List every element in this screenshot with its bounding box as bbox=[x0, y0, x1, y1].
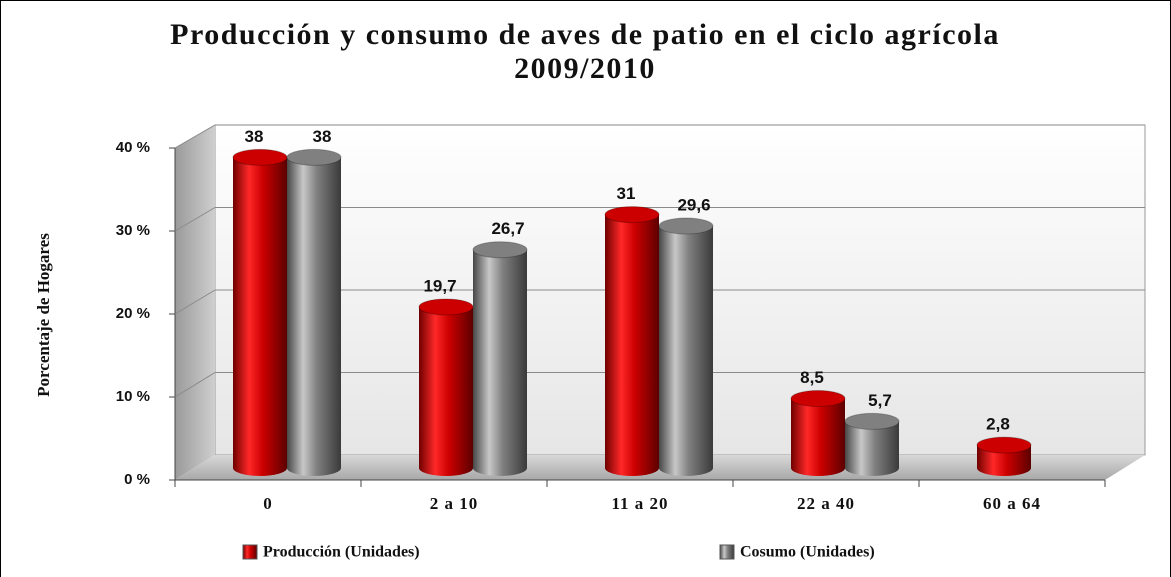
y-axis-label: Porcentaje de Hogares bbox=[34, 233, 53, 397]
bar-top bbox=[286, 148, 342, 166]
data-label: 38 bbox=[313, 127, 332, 146]
chart-title: Producción y consumo de aves de patio en… bbox=[170, 18, 1000, 85]
legend-label: Producción (Unidades) bbox=[263, 544, 420, 561]
y-tick-label: 10 % bbox=[116, 388, 150, 405]
data-label: 5,7 bbox=[868, 391, 892, 410]
data-label: 26,7 bbox=[491, 219, 524, 238]
bar-top bbox=[232, 148, 288, 166]
bar-top bbox=[604, 206, 660, 224]
x-tick-label: 22 a 40 bbox=[797, 494, 855, 513]
grid-line bbox=[174, 289, 216, 315]
data-label: 8,5 bbox=[800, 368, 824, 387]
bar bbox=[659, 226, 713, 468]
grid-line bbox=[174, 207, 216, 232]
bar-top bbox=[976, 436, 1032, 454]
bar bbox=[233, 157, 287, 468]
bar bbox=[419, 306, 473, 468]
y-tick-label: 30 % bbox=[116, 222, 150, 239]
grid-line bbox=[174, 372, 216, 398]
bar bbox=[605, 214, 659, 468]
legend-label: Cosumo (Unidades) bbox=[740, 544, 875, 561]
data-label: 29,6 bbox=[677, 196, 710, 215]
x-tick-label: 0 bbox=[263, 494, 273, 513]
y-tick-label: 0 % bbox=[124, 471, 150, 488]
x-tick-label: 2 a 10 bbox=[430, 494, 479, 513]
bar bbox=[791, 398, 845, 468]
y-tick-label: 40 % bbox=[116, 139, 150, 156]
data-label: 2,8 bbox=[986, 415, 1010, 434]
legend-swatch bbox=[719, 544, 735, 560]
bar-top bbox=[472, 241, 528, 259]
bar-top bbox=[844, 412, 900, 430]
x-tick-label: 11 a 20 bbox=[611, 494, 668, 513]
data-label: 31 bbox=[617, 184, 636, 203]
grid-line bbox=[174, 124, 216, 149]
data-label: 38 bbox=[245, 127, 264, 146]
x-tick-label: 60 a 64 bbox=[983, 494, 1041, 513]
bar bbox=[287, 157, 341, 468]
legend-swatch bbox=[242, 544, 258, 560]
data-label: 19,7 bbox=[423, 276, 456, 295]
y-tick-label: 20 % bbox=[116, 305, 150, 322]
bar bbox=[473, 249, 527, 468]
bar-top bbox=[790, 390, 846, 408]
bar-top bbox=[418, 298, 474, 316]
bar-top bbox=[658, 217, 714, 235]
